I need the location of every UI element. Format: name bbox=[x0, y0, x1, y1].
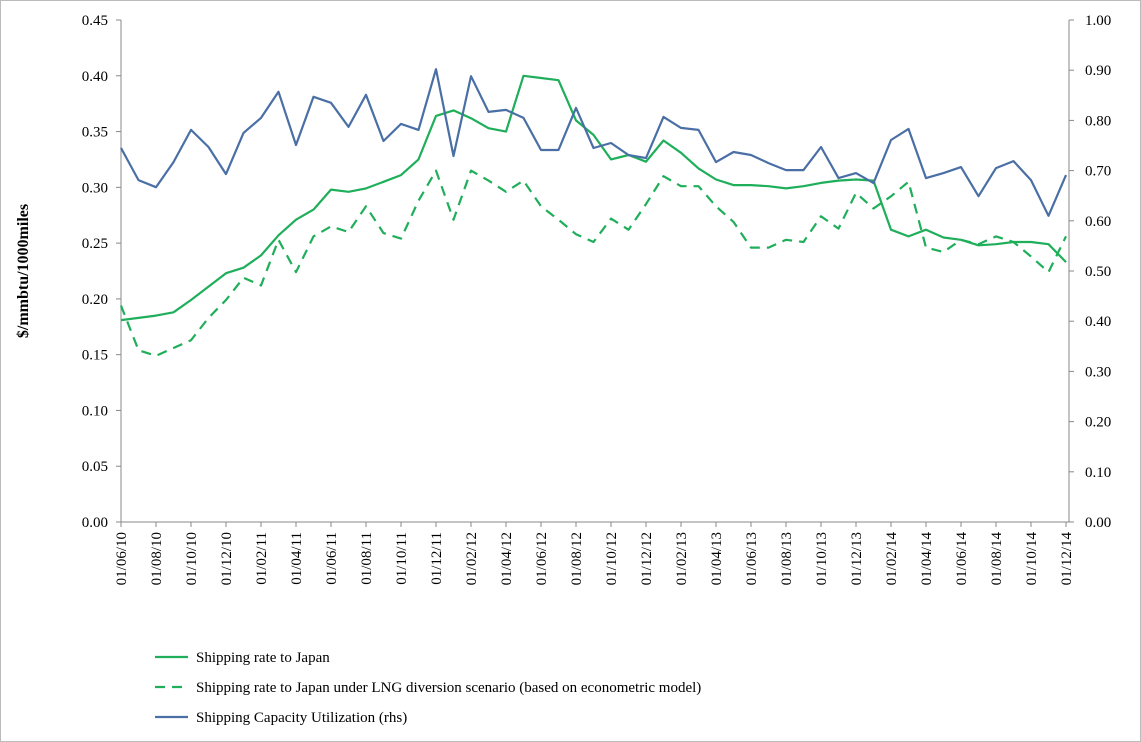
y-tick-label: 0.20 bbox=[82, 292, 108, 308]
y2-tick-label: 0.50 bbox=[1085, 264, 1111, 280]
y2-tick-label: 0.80 bbox=[1085, 113, 1111, 129]
x-tick-label: 01/08/14 bbox=[989, 532, 1005, 586]
x-tick-label: 01/08/12 bbox=[569, 532, 585, 585]
y2-tick-label: 1.00 bbox=[1085, 13, 1111, 29]
x-tick-label: 01/04/14 bbox=[919, 532, 935, 586]
x-tick-label: 01/12/14 bbox=[1059, 532, 1075, 586]
y2-tick-label: 0.20 bbox=[1085, 415, 1111, 431]
x-tick-label: 01/04/12 bbox=[499, 532, 515, 585]
series-line bbox=[120, 74, 1067, 322]
x-tick-label: 01/02/13 bbox=[674, 532, 690, 585]
x-tick-label: 01/10/10 bbox=[184, 532, 200, 585]
x-tick-label: 01/10/13 bbox=[814, 532, 830, 585]
y2-tick-label: 0.70 bbox=[1085, 164, 1111, 180]
x-tick-label: 01/06/12 bbox=[534, 532, 550, 585]
x-tick-label: 01/06/11 bbox=[324, 532, 340, 585]
y2-tick-label: 0.40 bbox=[1085, 314, 1111, 330]
y-tick-label: 0.45 bbox=[82, 13, 108, 29]
y-tick-label: 0.30 bbox=[82, 180, 108, 196]
x-tick-label: 01/06/10 bbox=[114, 532, 130, 585]
legend-label: Shipping Capacity Utilization (rhs) bbox=[196, 710, 407, 726]
x-tick-label: 01/12/11 bbox=[429, 532, 445, 585]
x-tick-label: 01/04/11 bbox=[289, 532, 305, 585]
y2-tick-label: 0.90 bbox=[1085, 63, 1111, 79]
y-tick-label: 0.40 bbox=[82, 69, 108, 85]
x-tick-label: 01/08/13 bbox=[779, 532, 795, 585]
x-tick-label: 01/10/14 bbox=[1024, 532, 1040, 586]
x-tick-label: 01/06/13 bbox=[744, 532, 760, 585]
x-tick-label: 01/02/12 bbox=[464, 532, 480, 585]
x-tick-label: 01/08/11 bbox=[359, 532, 375, 585]
y2-tick-label: 0.60 bbox=[1085, 214, 1111, 230]
x-tick-label: 01/12/13 bbox=[849, 532, 865, 585]
x-tick-label: 01/12/12 bbox=[639, 532, 655, 585]
y-tick-label: 0.10 bbox=[82, 403, 108, 419]
legend-label: Shipping rate to Japan bbox=[196, 650, 330, 666]
series-line bbox=[120, 68, 1068, 217]
y2-tick-label: 0.00 bbox=[1085, 515, 1111, 531]
y-tick-label: 0.15 bbox=[82, 348, 108, 364]
y-tick-label: 0.00 bbox=[82, 515, 108, 531]
x-tick-label: 01/08/10 bbox=[149, 532, 165, 585]
x-tick-label: 01/10/12 bbox=[604, 532, 620, 585]
x-tick-label: 01/04/13 bbox=[709, 532, 725, 585]
legend-label: Shipping rate to Japan under LNG diversi… bbox=[196, 680, 701, 696]
series-line bbox=[119, 169, 1067, 357]
x-tick-label: 01/06/14 bbox=[954, 532, 970, 586]
x-tick-label: 01/12/10 bbox=[219, 532, 235, 585]
x-tick-label: 01/02/14 bbox=[884, 532, 900, 586]
y2-tick-label: 0.30 bbox=[1085, 364, 1111, 380]
x-tick-label: 01/02/11 bbox=[254, 532, 270, 585]
y-tick-label: 0.05 bbox=[82, 459, 108, 475]
x-tick-label: 01/10/11 bbox=[394, 532, 410, 585]
y-tick-label: 0.35 bbox=[82, 125, 108, 141]
y2-tick-label: 0.10 bbox=[1085, 465, 1111, 481]
y-axis-title: $/mmbtu/1000miles bbox=[15, 204, 32, 338]
y-tick-label: 0.25 bbox=[82, 236, 108, 252]
